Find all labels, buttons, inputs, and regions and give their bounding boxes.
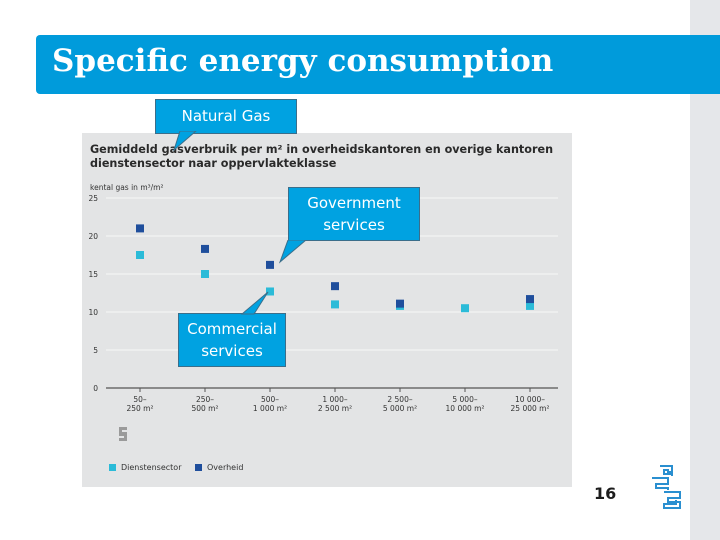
slide-title: Specific energy consumption — [52, 43, 554, 79]
x-tick-label-0-1: 250 m² — [126, 404, 153, 413]
point-overheid-0 — [136, 224, 144, 233]
callout-government-services: Government services — [288, 187, 420, 241]
x-tick-label-2-1: 1 000 m² — [253, 404, 287, 413]
page-number: 16 — [594, 484, 617, 503]
callout-natural-gas: Natural Gas — [155, 99, 297, 134]
chart-title-line-1: Gemiddeld gasverbruik per m² in overheid… — [90, 143, 554, 156]
title-bar: Specific energy consumption — [36, 35, 720, 94]
x-tick-label-3-0: 1 000– — [322, 395, 347, 404]
x-tick-label-2-0: 500– — [261, 395, 279, 404]
callout-government-pointer — [278, 240, 307, 264]
x-tick-label-5-1: 10 000 m² — [446, 404, 485, 413]
x-tick-label-4-1: 5 000 m² — [383, 404, 417, 413]
point-overheid-3 — [331, 282, 339, 291]
point-overheid-2 — [266, 260, 274, 269]
x-tick-label-6-0: 10 000– — [515, 395, 545, 404]
point-dienstensector-5 — [461, 304, 469, 313]
point-overheid-1 — [201, 244, 209, 253]
y-tick-label-10: 10 — [88, 308, 98, 317]
cbs-logo — [652, 465, 681, 509]
point-overheid-4 — [396, 299, 404, 308]
point-dienstensector-1 — [201, 270, 209, 278]
legend-label-dienstensector: Dienstensector — [121, 463, 182, 472]
x-tick-label-6-1: 25 000 m² — [511, 404, 550, 413]
legend-swatch-dienstensector — [109, 464, 116, 471]
y-tick-label-20: 20 — [88, 232, 98, 241]
y-tick-label-5: 5 — [93, 346, 98, 355]
x-tick-label-0-0: 50– — [133, 395, 147, 404]
callout-commercial-pointer — [240, 291, 269, 315]
y-tick-label-15: 15 — [88, 270, 98, 279]
point-overheid-6 — [526, 295, 534, 304]
callout-natural-gas-pointer — [172, 131, 197, 152]
point-dienstensector-0 — [136, 251, 144, 259]
point-dienstensector-6 — [526, 301, 534, 310]
y-tick-label-0: 0 — [93, 384, 98, 393]
callout-commercial-services: Commercial services — [178, 313, 286, 367]
chart-title: Gemiddeld gasverbruik per m² in overheid… — [90, 143, 560, 171]
legend-label-overheid: Overheid — [207, 463, 244, 472]
legend-swatch-overheid — [195, 464, 202, 471]
x-tick-label-1-0: 250– — [196, 395, 214, 404]
y-tick-label-25: 25 — [88, 194, 98, 203]
x-tick-label-1-1: 500 m² — [191, 404, 218, 413]
chart-title-line-2: dienstensector naar oppervlakteklasse — [90, 157, 337, 170]
point-dienstensector-3 — [331, 300, 339, 309]
point-dienstensector-2 — [266, 287, 274, 296]
chart-svg: kental gas in m³/m² 0 5 10 15 20 25 50–250 m² 25… — [88, 183, 558, 413]
x-tick-label-4-0: 2 500– — [387, 395, 412, 404]
cbs-small-icon — [119, 427, 127, 441]
y-axis-label: kental gas in m³/m² — [90, 183, 163, 192]
x-tick-label-3-1: 2 500 m² — [318, 404, 352, 413]
x-tick-label-5-0: 5 000– — [452, 395, 477, 404]
